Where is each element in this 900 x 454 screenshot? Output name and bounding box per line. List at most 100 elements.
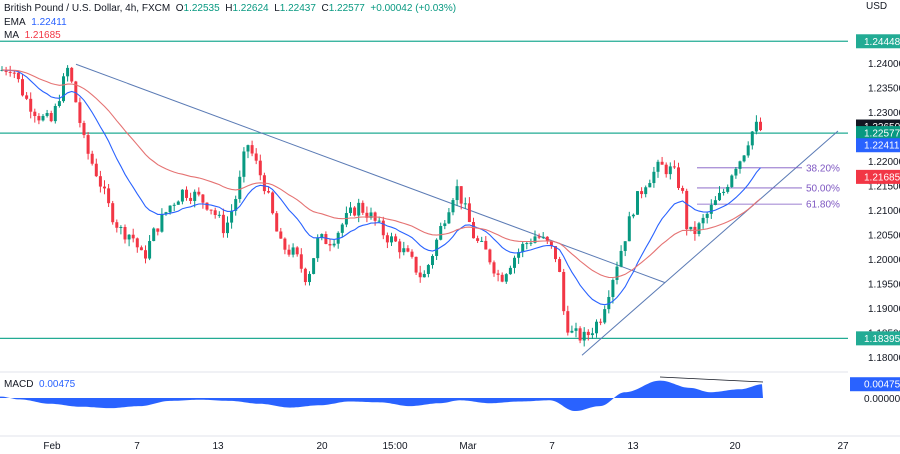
symbol-title[interactable]: British Pound / U.S. Dollar, 4h, FXCM [4, 3, 171, 14]
candle-body [517, 252, 521, 258]
candle-body [496, 273, 500, 275]
candle-body [258, 160, 262, 176]
candle-body [57, 101, 61, 106]
horizontal-levels[interactable] [0, 40, 848, 339]
fib-level-label: 61.80% [806, 200, 840, 211]
candle-body [672, 166, 676, 168]
candle-body [267, 191, 270, 193]
ma-legend[interactable]: MA 1.21685 [4, 30, 61, 41]
candle-body [283, 238, 287, 250]
candle-body [135, 238, 139, 248]
ema-legend[interactable]: EMA 1.22411 [4, 17, 67, 28]
price-tick-label: 1.20000 [868, 255, 900, 266]
price-tick-label: 1.18000 [868, 353, 900, 364]
candle-body [660, 161, 664, 165]
price-tag-close [856, 126, 900, 141]
price-tick-label: 1.24000 [868, 59, 900, 70]
candle-body [541, 236, 545, 238]
candle-body [619, 250, 623, 267]
ma-label: MA [4, 30, 19, 41]
price-tick-label: 1.22000 [868, 157, 900, 168]
candle-body [66, 67, 70, 77]
macd-legend[interactable]: MACD 0.00475 [4, 379, 75, 390]
candle-body [439, 226, 443, 240]
time-tick-label: 20 [729, 441, 741, 452]
candle-body [574, 328, 578, 331]
price-tag-level [856, 34, 900, 49]
candle-body [29, 98, 33, 112]
time-tick-label: 13 [627, 441, 639, 452]
macd-label: MACD [4, 379, 34, 390]
candle-body [467, 203, 471, 222]
candle-body [631, 214, 635, 217]
candle-body [615, 266, 619, 280]
candle-body [226, 222, 229, 234]
candle-body [164, 212, 168, 214]
candle-body [299, 254, 303, 269]
time-tick-label: 7 [549, 441, 555, 452]
candle-body [623, 241, 627, 251]
candle-body [271, 192, 275, 214]
candle-body [308, 273, 311, 283]
price-tag-label: 1.24448 [864, 37, 900, 48]
candle-body [246, 145, 250, 152]
candle-body [16, 72, 20, 80]
candle-body [82, 122, 86, 136]
candle-body [426, 265, 430, 274]
time-tick-label: 20 [316, 441, 328, 452]
candle-body [353, 207, 357, 216]
candle-body [90, 153, 94, 164]
candle-body [74, 81, 78, 103]
candle-body [234, 199, 238, 211]
high-label: H [225, 3, 233, 14]
candle-body [418, 272, 422, 278]
candle-body [287, 249, 291, 255]
macd-histogram-area [0, 380, 763, 411]
candle-body [119, 227, 123, 229]
candle-body [365, 212, 369, 218]
time-tick-label: 7 [134, 441, 140, 452]
candle-body [742, 155, 746, 162]
price-tick-label: 1.19500 [868, 280, 900, 291]
candle-body [566, 311, 570, 333]
low-value: 1.22437 [279, 3, 316, 14]
ma-value: 1.21685 [24, 30, 61, 41]
candle-body [209, 209, 213, 211]
candle-body [521, 243, 525, 253]
price-tag-ma [856, 169, 900, 184]
price-labels: 1.244481.226501.225771.224111.216851.183… [856, 34, 900, 346]
candle-body [385, 235, 389, 243]
high-value: 1.22624 [232, 3, 269, 14]
candle-body [242, 151, 246, 177]
candle-body [131, 234, 135, 239]
drawings[interactable]: 38.20% 50.00% 61.80% [75, 63, 840, 356]
candle-body [176, 201, 180, 205]
candle-body [525, 243, 529, 245]
price-tick-label: 1.23500 [868, 83, 900, 94]
candle-body [738, 161, 742, 169]
price-tick-label: 1.20500 [868, 231, 900, 242]
candle-body [78, 102, 82, 123]
candle-body [406, 248, 410, 252]
candle-body [746, 145, 750, 156]
candle-body [340, 224, 344, 233]
candle-body [480, 240, 484, 242]
close-value: 1.22577 [328, 3, 365, 14]
candle-body [554, 246, 557, 260]
candle-body [320, 234, 324, 238]
candle-body [172, 204, 176, 206]
candle-body [111, 203, 115, 223]
candle-body [168, 205, 172, 213]
candle-body [250, 145, 254, 154]
candle-body [12, 72, 16, 74]
candle-body [754, 121, 758, 132]
price-axis-ticks: 1.240001.235001.230001.225001.220001.215… [868, 59, 900, 364]
candle-body [402, 248, 406, 253]
candle-body [316, 237, 320, 259]
candle-body [180, 189, 184, 202]
candle-body [422, 273, 426, 278]
price-tag-label: 1.18395 [864, 334, 900, 345]
price-tag-ema [856, 138, 900, 153]
candle-body [148, 241, 152, 259]
